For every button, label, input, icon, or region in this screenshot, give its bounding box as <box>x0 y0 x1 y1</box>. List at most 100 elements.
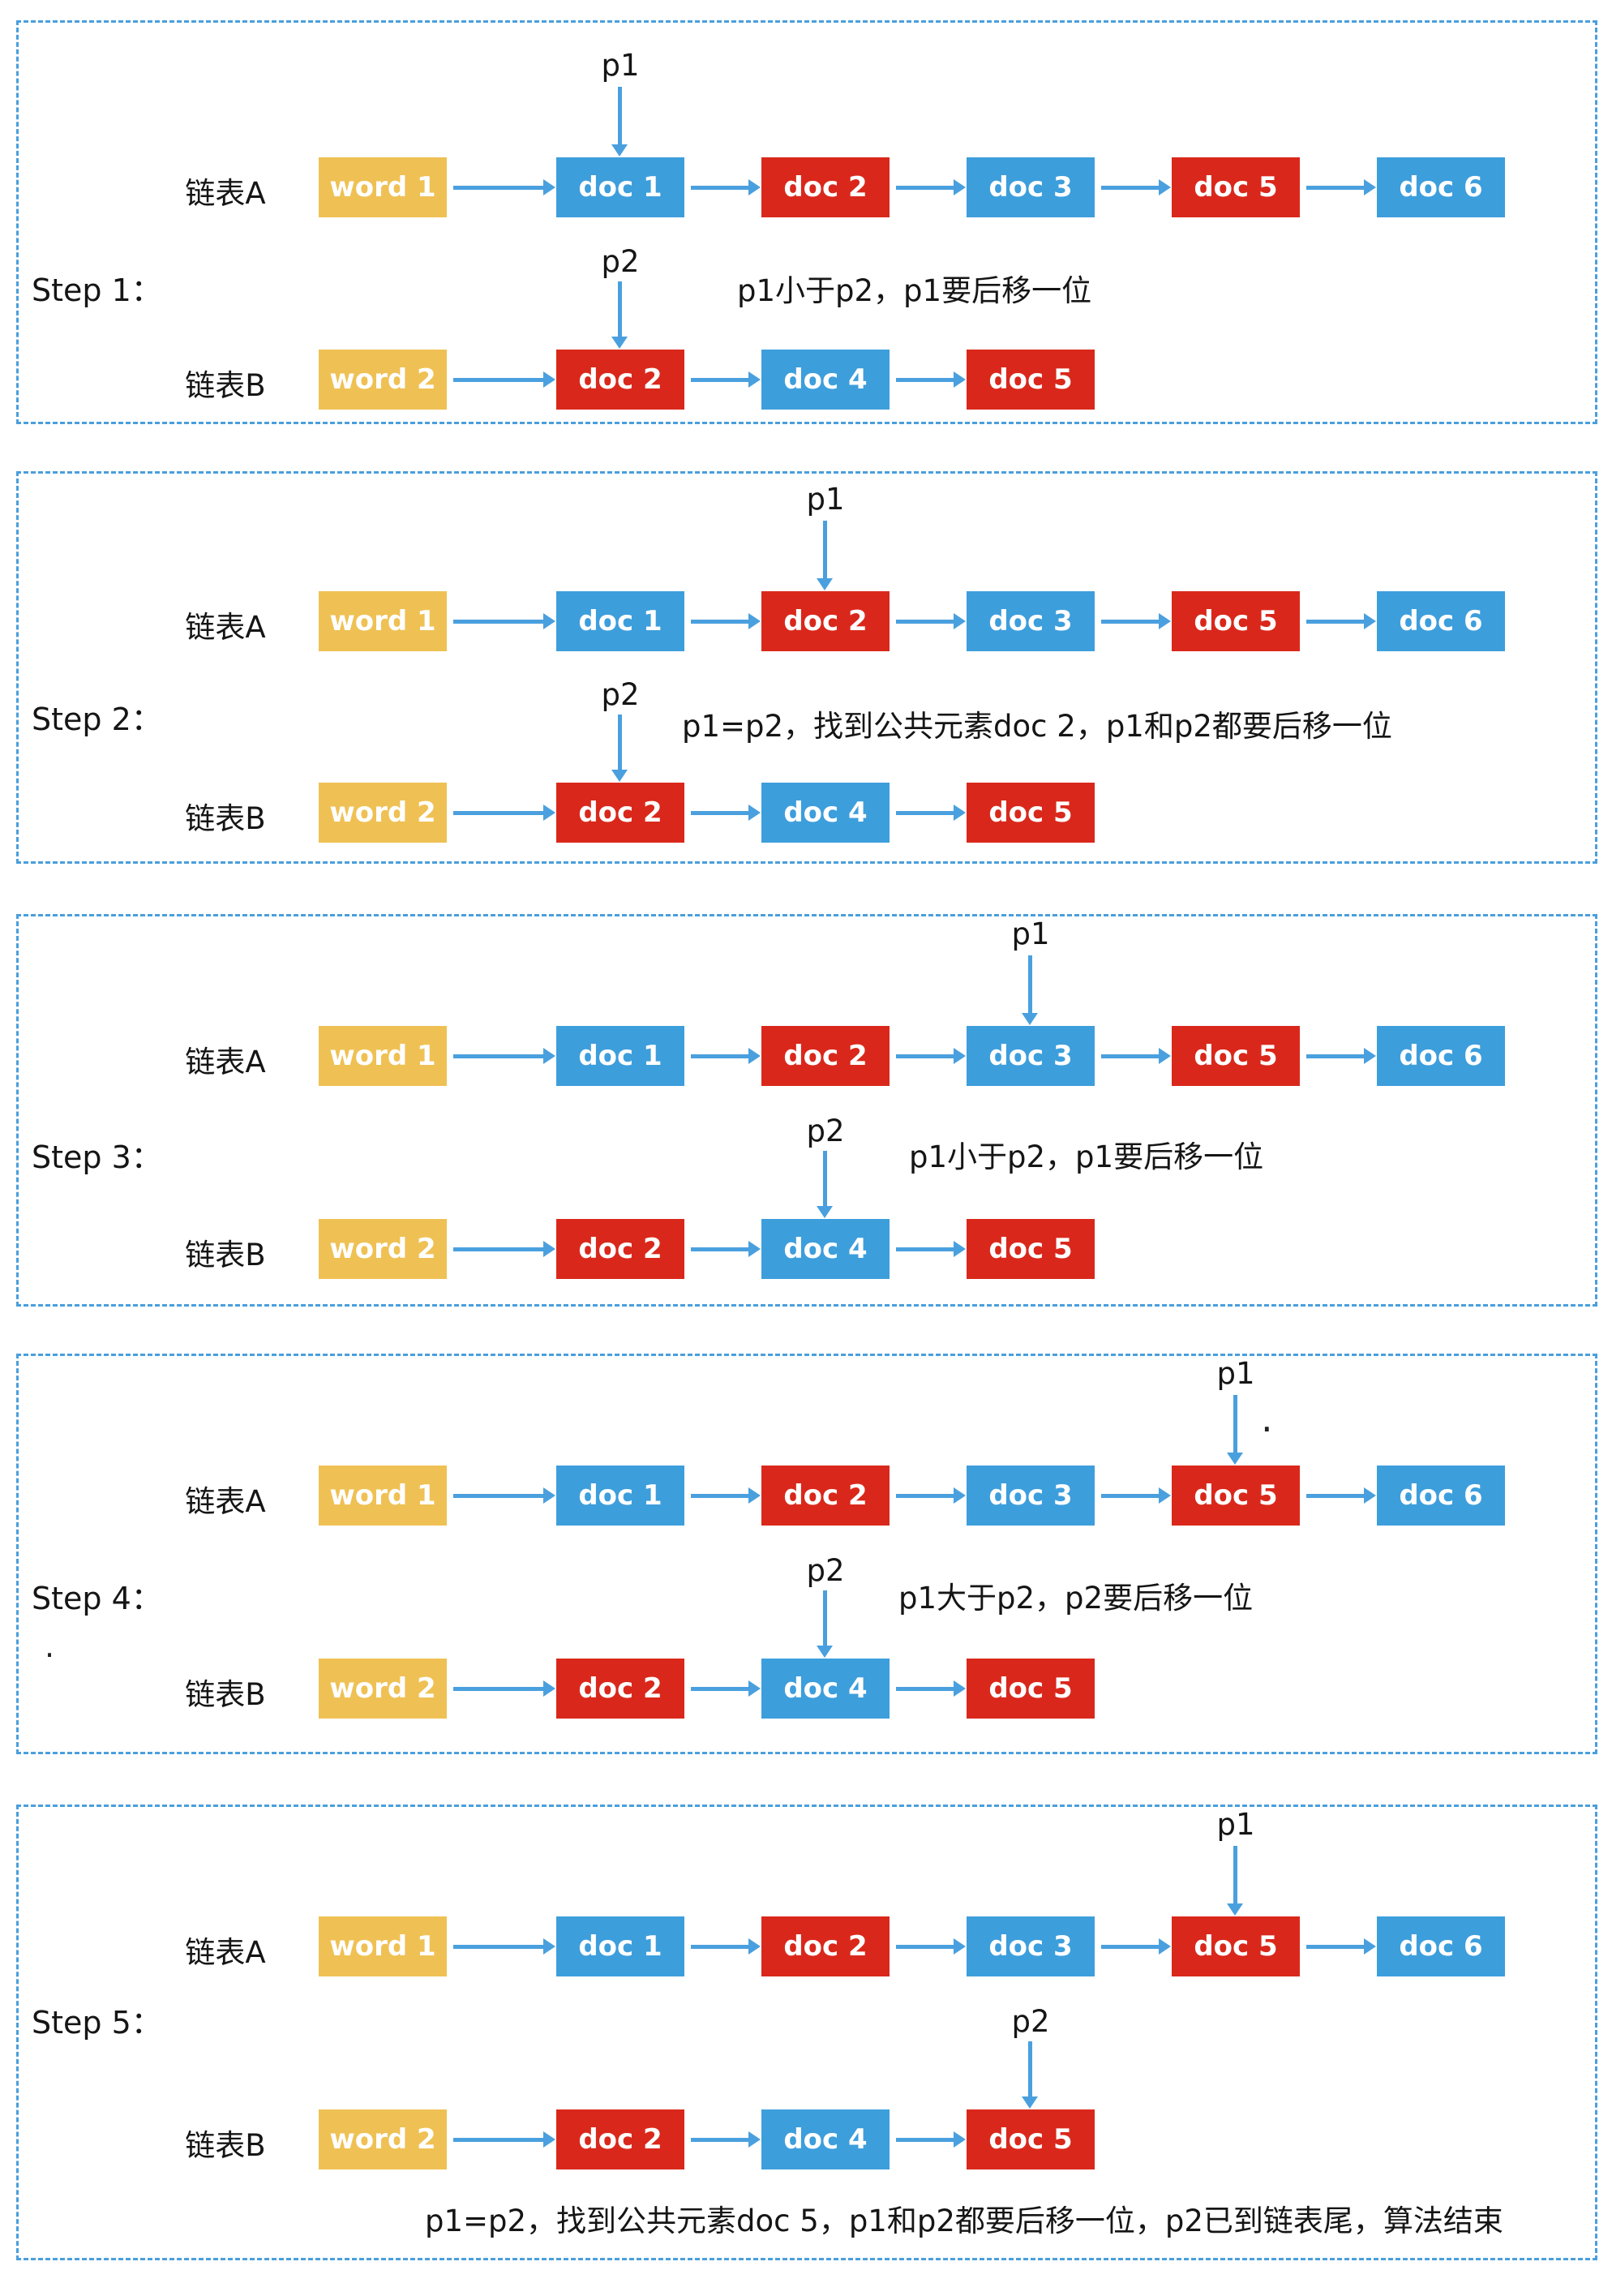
list-b-node-word-2: word 2 <box>319 783 447 843</box>
step-annotation: p1小于p2，p1要后移一位 <box>737 273 1092 308</box>
arrow-down-icon <box>1022 955 1038 1025</box>
arrow-right-icon <box>453 613 555 629</box>
step-1-panel: Step 1： 链表A 链表B word 1 doc 1 doc 2 doc 3… <box>16 20 1597 424</box>
list-a-node-doc-1: doc 1 <box>556 1466 684 1526</box>
step-annotation: p1大于p2，p2要后移一位 <box>898 1581 1254 1616</box>
arrow-right-icon <box>1306 179 1376 195</box>
pointer-p1: p1 <box>967 916 1095 1026</box>
arrow-right-icon <box>691 179 761 195</box>
step-label: Step 1： <box>32 273 162 308</box>
arrow-right-icon <box>896 1487 966 1504</box>
list-a-node-doc-3: doc 3 <box>967 1026 1095 1086</box>
arrow-right-icon <box>1101 179 1171 195</box>
list-a-node-doc-6: doc 6 <box>1377 1466 1505 1526</box>
list-a-node-doc-3: doc 3 <box>967 1466 1095 1526</box>
list-a-node-doc-5: doc 5 <box>1172 1916 1300 1976</box>
list-b-node-doc-2: doc 2 <box>556 350 684 410</box>
arrow-right-icon <box>453 1487 555 1504</box>
arrow-down-icon <box>817 1590 833 1658</box>
list-a-label: 链表A <box>185 176 266 211</box>
arrow-right-icon <box>896 179 966 195</box>
step-annotation: p1=p2，找到公共元素doc 5，p1和p2都要后移一位，p2已到链表尾，算法… <box>425 2204 1503 2238</box>
list-b-node-doc-4: doc 4 <box>761 350 890 410</box>
list-b-node-doc-4: doc 4 <box>761 783 890 843</box>
pointer-p2: p2 <box>761 1553 890 1659</box>
pointer-p2: p2 <box>761 1114 890 1219</box>
pointer-p2: p2 <box>967 2004 1095 2109</box>
list-a-node-doc-1: doc 1 <box>556 1026 684 1086</box>
arrow-right-icon <box>691 1680 761 1697</box>
list-a-node-word-1: word 1 <box>319 1916 447 1976</box>
arrow-right-icon <box>453 1048 555 1064</box>
arrow-right-icon <box>691 1938 761 1955</box>
arrow-down-icon <box>1227 1395 1243 1465</box>
list-b-label: 链表B <box>185 1677 266 1712</box>
list-b-node-doc-5: doc 5 <box>967 1659 1095 1719</box>
list-b-node-doc-2: doc 2 <box>556 1219 684 1279</box>
pointer-p2-label: p2 <box>601 244 640 279</box>
arrow-right-icon <box>691 1487 761 1504</box>
arrow-down-icon <box>611 715 628 782</box>
arrow-right-icon <box>453 2131 555 2148</box>
list-a-node-doc-6: doc 6 <box>1377 591 1505 651</box>
list-a-label: 链表A <box>185 1935 266 1970</box>
list-b-node-word-2: word 2 <box>319 1219 447 1279</box>
list-a-node-doc-2: doc 2 <box>761 1466 890 1526</box>
list-a-node-doc-6: doc 6 <box>1377 157 1505 217</box>
arrow-right-icon <box>896 1048 966 1064</box>
arrow-right-icon <box>691 613 761 629</box>
arrow-right-icon <box>453 1241 555 1257</box>
list-a-label: 链表A <box>185 1484 266 1519</box>
list-a-node-word-1: word 1 <box>319 157 447 217</box>
pointer-p1-label: p1 <box>1216 1356 1255 1391</box>
pointer-p1-label: p1 <box>1216 1807 1255 1842</box>
step-3-panel: Step 3： 链表A 链表B word 1 doc 1 doc 2 doc 3… <box>16 914 1597 1307</box>
list-a-node-doc-2: doc 2 <box>761 1916 890 1976</box>
arrow-right-icon <box>1306 1487 1376 1504</box>
arrow-right-icon <box>691 1048 761 1064</box>
list-b-node-word-2: word 2 <box>319 1659 447 1719</box>
arrow-down-icon <box>1227 1846 1243 1916</box>
list-b-node-doc-5: doc 5 <box>967 783 1095 843</box>
list-a-node-doc-1: doc 1 <box>556 1916 684 1976</box>
pointer-p1-label: p1 <box>1011 916 1050 951</box>
arrow-right-icon <box>691 1241 761 1257</box>
pointer-p1: p1 <box>556 48 684 157</box>
list-b-node-doc-2: doc 2 <box>556 783 684 843</box>
arrow-right-icon <box>896 1938 966 1955</box>
step-label: Step 5： <box>32 2005 162 2041</box>
list-b-label: 链表B <box>185 368 266 403</box>
pointer-p1: p1 <box>1172 1807 1300 1916</box>
arrow-right-icon <box>691 805 761 821</box>
list-b-label: 链表B <box>185 2128 266 2163</box>
list-a-node-doc-2: doc 2 <box>761 1026 890 1086</box>
list-a-label: 链表A <box>185 1045 266 1079</box>
list-a-label: 链表A <box>185 610 266 645</box>
list-a-node-doc-1: doc 1 <box>556 157 684 217</box>
arrow-right-icon <box>896 1241 966 1257</box>
pointer-p2-label: p2 <box>1011 2004 1050 2039</box>
list-b-node-doc-5: doc 5 <box>967 350 1095 410</box>
list-a-node-word-1: word 1 <box>319 1026 447 1086</box>
pointer-p2-label: p2 <box>601 677 640 712</box>
list-b-node-word-2: word 2 <box>319 2109 447 2169</box>
list-a-node-doc-1: doc 1 <box>556 591 684 651</box>
list-a-node-doc-3: doc 3 <box>967 157 1095 217</box>
step-label: Step 3： <box>32 1139 162 1175</box>
arrow-right-icon <box>453 805 555 821</box>
arrow-right-icon <box>1101 1048 1171 1064</box>
arrow-down-icon <box>817 521 833 590</box>
arrow-right-icon <box>1101 1487 1171 1504</box>
arrow-right-icon <box>1306 1048 1376 1064</box>
arrow-right-icon <box>1101 613 1171 629</box>
step-label: Step 2： <box>32 702 162 737</box>
list-a-node-doc-5: doc 5 <box>1172 157 1300 217</box>
list-b-node-doc-2: doc 2 <box>556 2109 684 2169</box>
arrow-right-icon <box>896 805 966 821</box>
stray-mark: . <box>45 1629 55 1664</box>
list-a-node-doc-6: doc 6 <box>1377 1916 1505 1976</box>
list-b-node-doc-4: doc 4 <box>761 2109 890 2169</box>
list-a-node-doc-3: doc 3 <box>967 1916 1095 1976</box>
list-b-node-doc-4: doc 4 <box>761 1659 890 1719</box>
